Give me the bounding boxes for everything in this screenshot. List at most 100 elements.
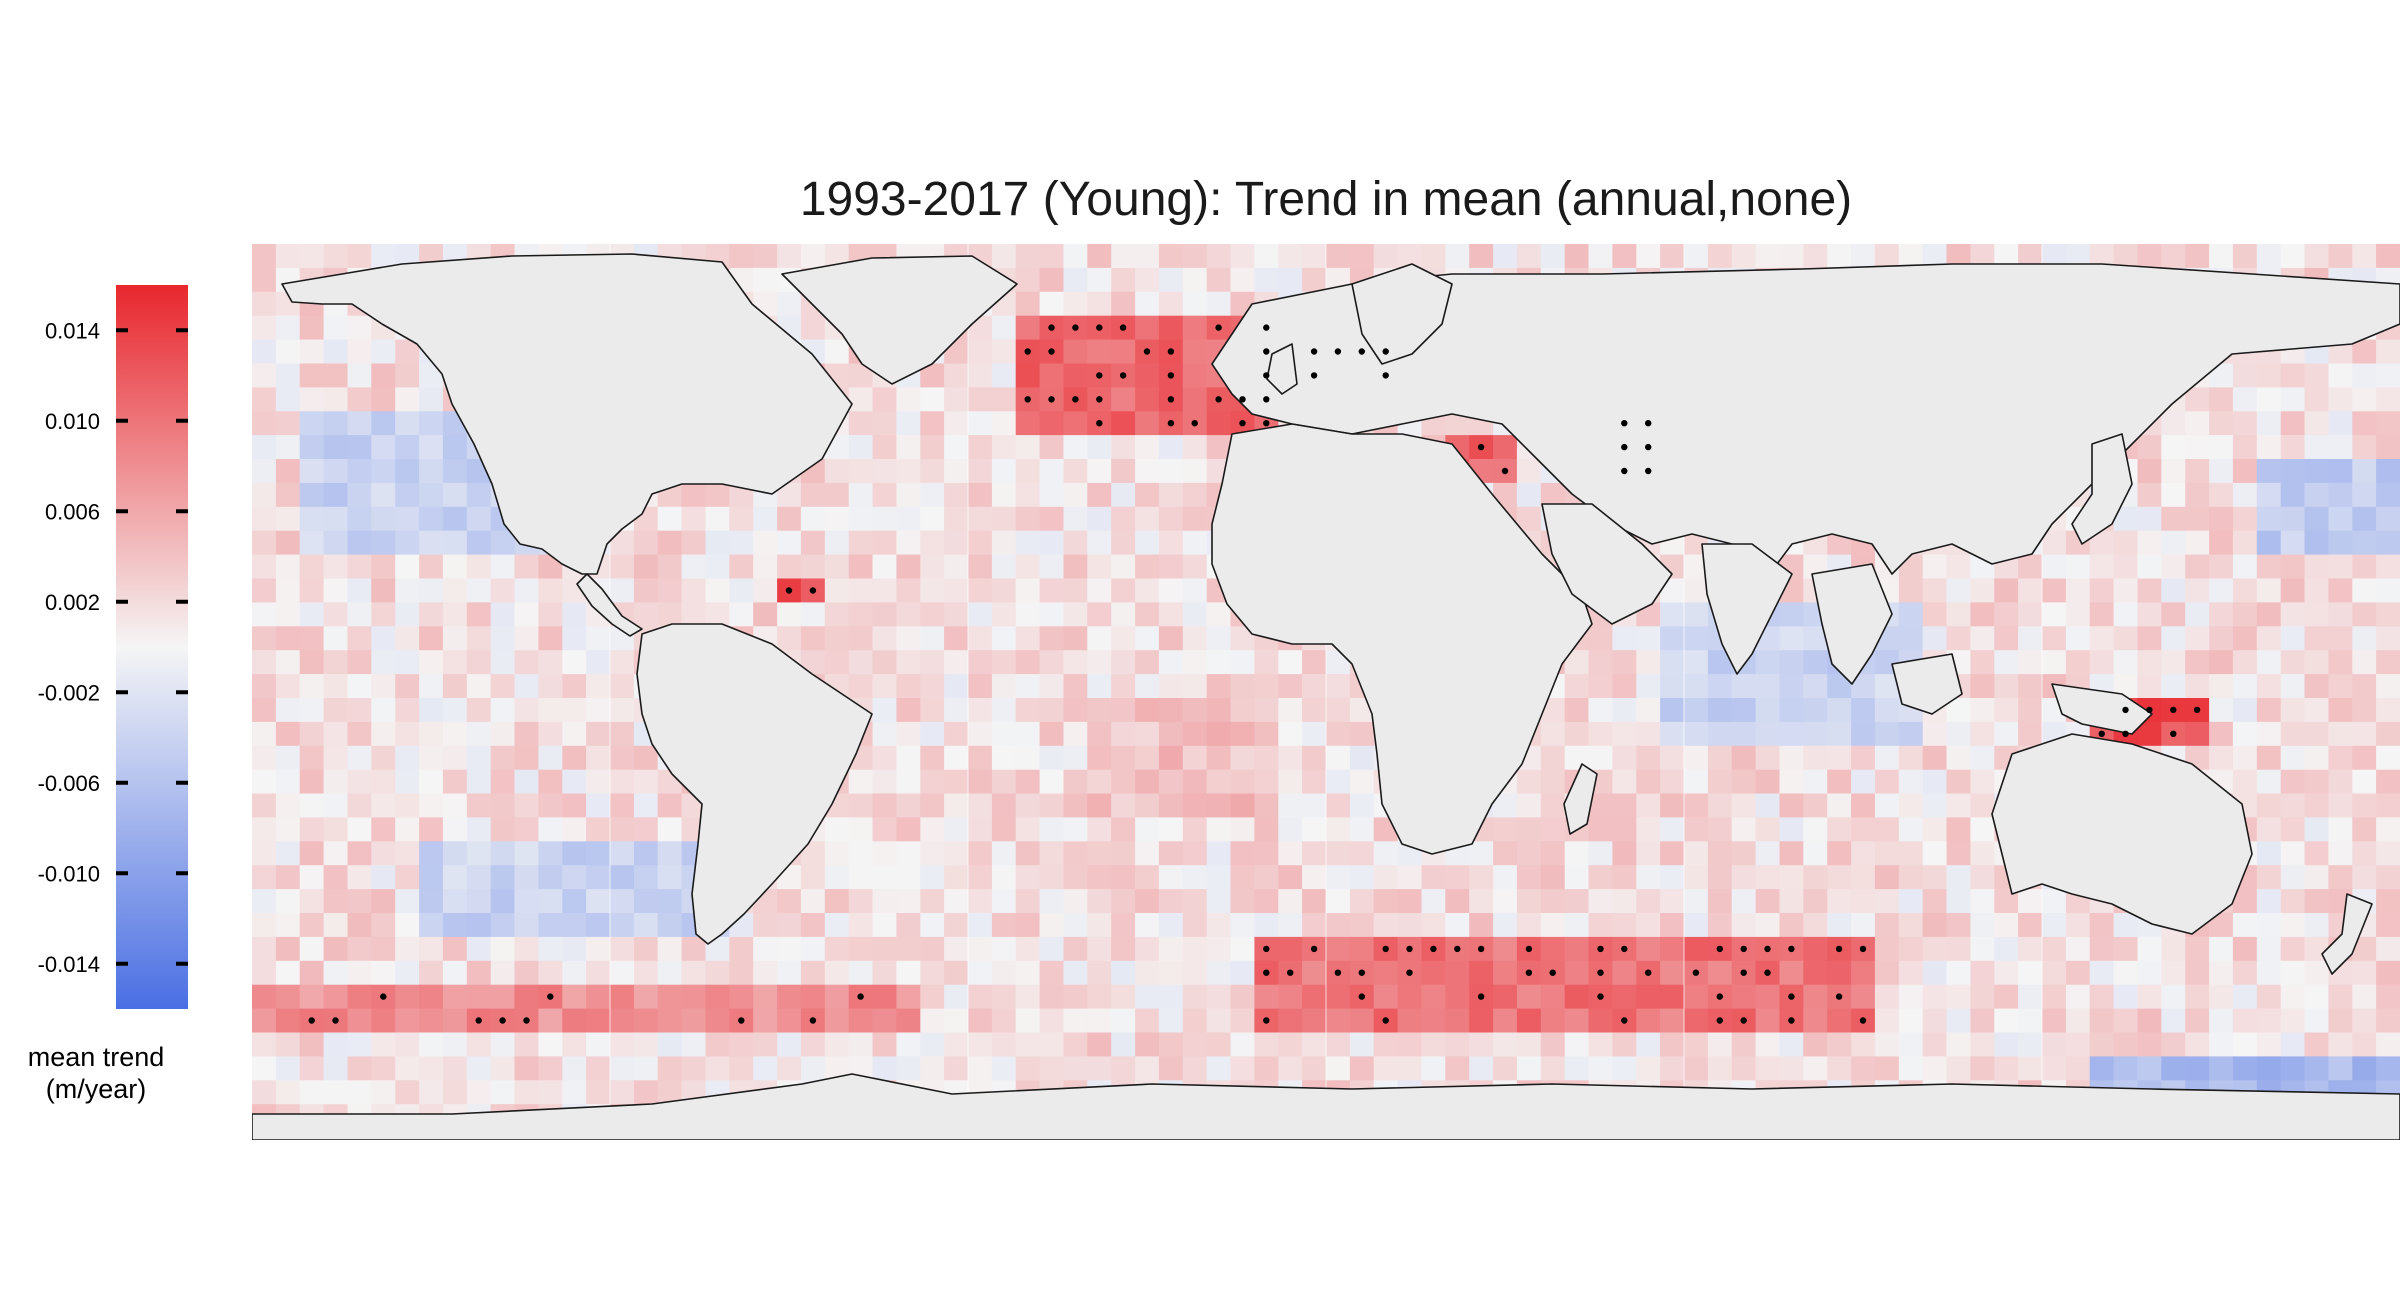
trend-cell: [275, 698, 301, 723]
trend-cell: [2185, 459, 2210, 484]
trend-cell: [1182, 793, 1208, 818]
trend-cell: [2137, 674, 2162, 699]
trend-cell: [2185, 578, 2210, 603]
trend-cell: [299, 339, 325, 365]
trend-cell: [2376, 817, 2400, 842]
trend-cell: [2304, 841, 2329, 866]
trend-cell: [1039, 936, 1065, 962]
trend-cell: [514, 960, 539, 986]
trend-cell: [1278, 650, 1303, 675]
trend-cell: [1158, 889, 1184, 914]
trend-cell: [347, 913, 372, 938]
trend-cell: [1254, 865, 1279, 890]
trend-cell: [1206, 698, 1232, 723]
trend-cell: [1063, 841, 1088, 866]
trend-cell: [2328, 721, 2353, 747]
trend-cell: [2232, 650, 2258, 675]
trend-cell: [1564, 244, 1590, 269]
trend-cell: [2185, 1056, 2210, 1081]
trend-cell: [610, 769, 635, 795]
trend-cell: [848, 650, 874, 675]
trend-cell: [1063, 482, 1088, 508]
trend-cell: [872, 459, 897, 484]
trend-cell: [1063, 339, 1088, 365]
trend-cell: [1039, 554, 1065, 580]
trend-cell: [681, 530, 707, 556]
trend-cell: [1516, 1056, 1542, 1081]
significance-dot: [1597, 969, 1604, 976]
trend-cell: [1874, 841, 1900, 866]
significance-dot: [1024, 348, 1031, 355]
trend-cell: [1087, 698, 1112, 723]
trend-cell: [2304, 650, 2329, 675]
trend-cell: [490, 984, 516, 1010]
trend-cell: [2018, 1032, 2043, 1057]
trend-cell: [1111, 841, 1136, 866]
trend-cell: [538, 626, 563, 651]
trend-cell: [2137, 936, 2162, 962]
trend-cell: [1946, 984, 1971, 1010]
trend-cell: [1660, 745, 1685, 771]
significance-dot: [2146, 706, 2153, 714]
trend-cell: [2280, 578, 2306, 603]
trend-cell: [944, 411, 969, 436]
trend-cell: [1326, 1056, 1351, 1081]
trend-cell: [1254, 1032, 1279, 1057]
trend-cell: [1469, 960, 1494, 986]
trend-cell: [968, 1032, 993, 1057]
trend-cell: [1373, 1032, 1399, 1057]
trend-cell: [920, 769, 945, 795]
trend-cell: [991, 1056, 1017, 1081]
trend-cell: [323, 530, 349, 556]
trend-cell: [323, 1056, 349, 1081]
trend-cell: [2328, 1008, 2353, 1034]
trend-cell: [1182, 387, 1208, 412]
trend-cell: [1874, 913, 1900, 938]
trend-cell: [1707, 960, 1733, 986]
trend-cell: [2232, 698, 2258, 723]
trend-cell: [466, 721, 492, 747]
trend-cell: [1158, 745, 1184, 771]
trend-cell: [1111, 530, 1136, 556]
trend-cell: [323, 459, 349, 484]
trend-cell: [705, 554, 730, 580]
trend-cell: [991, 650, 1017, 675]
trend-cell: [1588, 244, 1613, 269]
trend-cell: [1230, 936, 1255, 962]
trend-cell: [1111, 1008, 1136, 1034]
trend-cell: [991, 1032, 1017, 1057]
trend-cell: [1158, 506, 1184, 532]
trend-cell: [800, 554, 826, 580]
trend-cell: [442, 889, 468, 914]
trend-cell: [347, 315, 372, 341]
trend-cell: [1087, 984, 1112, 1010]
significance-dot: [2122, 706, 2129, 714]
trend-cell: [968, 984, 993, 1010]
significance-dot: [1167, 372, 1175, 379]
trend-cell: [538, 817, 563, 842]
trend-cell: [920, 482, 945, 508]
significance-dot: [1239, 420, 1246, 427]
trend-cell: [466, 913, 492, 938]
trend-cell: [1063, 793, 1088, 818]
trend-cell: [896, 745, 921, 771]
trend-cell: [2232, 387, 2258, 412]
trend-cell: [944, 1032, 969, 1057]
trend-cell: [2185, 674, 2210, 699]
trend-cell: [1684, 769, 1709, 795]
trend-cell: [1946, 1056, 1971, 1081]
trend-cell: [2256, 745, 2282, 771]
trend-cell: [1493, 865, 1518, 890]
trend-cell: [1182, 530, 1208, 556]
trend-cell: [800, 960, 826, 986]
trend-cell: [490, 793, 516, 818]
trend-cell: [2352, 674, 2377, 699]
trend-cell: [1970, 817, 1995, 842]
trend-cell: [252, 674, 277, 699]
trend-cell: [538, 578, 563, 603]
trend-cell: [299, 387, 325, 412]
trend-cell: [1015, 435, 1041, 460]
trend-cell: [681, 578, 707, 603]
trend-cell: [1469, 841, 1494, 866]
trend-cell: [1922, 721, 1948, 747]
